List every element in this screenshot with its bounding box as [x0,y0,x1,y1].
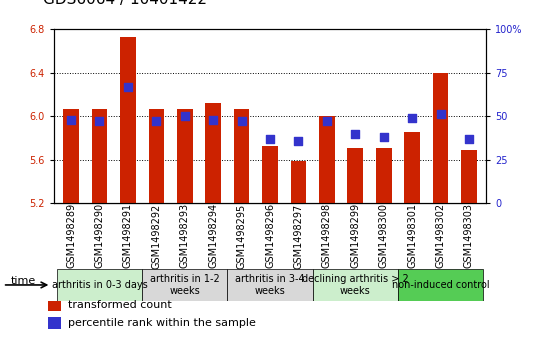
Point [209,117,218,123]
Text: GSM1498290: GSM1498290 [94,203,104,268]
Bar [433,73,448,203]
Bar [63,109,79,203]
Bar [291,161,306,203]
Point [436,111,445,117]
Text: GSM1498297: GSM1498297 [293,203,303,269]
Text: declining arthritis > 2
weeks: declining arthritis > 2 weeks [302,274,409,296]
Bar [120,37,136,203]
Point [294,138,303,143]
Text: GSM1498294: GSM1498294 [208,203,218,268]
Bar [262,146,278,203]
Text: GSM1498293: GSM1498293 [180,203,190,268]
Point [408,115,416,121]
Text: GSM1498295: GSM1498295 [237,203,247,269]
Point [152,118,160,124]
Text: GSM1498296: GSM1498296 [265,203,275,268]
Point [95,118,104,124]
Bar [177,109,193,203]
Bar [313,269,398,301]
Bar [398,269,483,301]
Text: GSM1498300: GSM1498300 [379,203,389,268]
Bar [319,116,335,203]
Bar [148,109,164,203]
Bar [227,269,313,301]
Point [237,118,246,124]
Bar [57,269,142,301]
Text: GSM1498303: GSM1498303 [464,203,474,268]
Bar [461,150,477,203]
Text: GSM1498301: GSM1498301 [407,203,417,268]
Point [380,134,388,140]
Bar [347,148,363,203]
Text: GSM1498291: GSM1498291 [123,203,133,268]
Text: GSM1498299: GSM1498299 [350,203,360,268]
Bar [404,132,420,203]
Text: arthritis in 1-2
weeks: arthritis in 1-2 weeks [150,274,220,296]
Bar [205,103,221,203]
Text: transformed count: transformed count [68,300,171,310]
Text: GSM1498302: GSM1498302 [436,203,446,268]
Text: arthritis in 3-4
weeks: arthritis in 3-4 weeks [235,274,305,296]
Text: GSM1498289: GSM1498289 [66,203,76,268]
Text: GDS6064 / 10401422: GDS6064 / 10401422 [43,0,207,7]
Text: time: time [11,276,36,286]
Text: arthritis in 0-3 days: arthritis in 0-3 days [52,280,147,290]
Text: GSM1498298: GSM1498298 [322,203,332,268]
Point [266,136,274,142]
Bar [48,317,61,329]
Point [464,136,473,142]
Text: GSM1498292: GSM1498292 [151,203,161,269]
Point [322,118,331,124]
Point [180,113,189,119]
Point [67,117,76,123]
Point [124,83,132,89]
Text: non-induced control: non-induced control [392,280,489,290]
Bar [376,148,392,203]
Point [351,131,360,136]
Bar [48,298,61,311]
Bar [92,109,107,203]
Bar [234,109,249,203]
Bar [142,269,227,301]
Text: percentile rank within the sample: percentile rank within the sample [68,318,255,328]
